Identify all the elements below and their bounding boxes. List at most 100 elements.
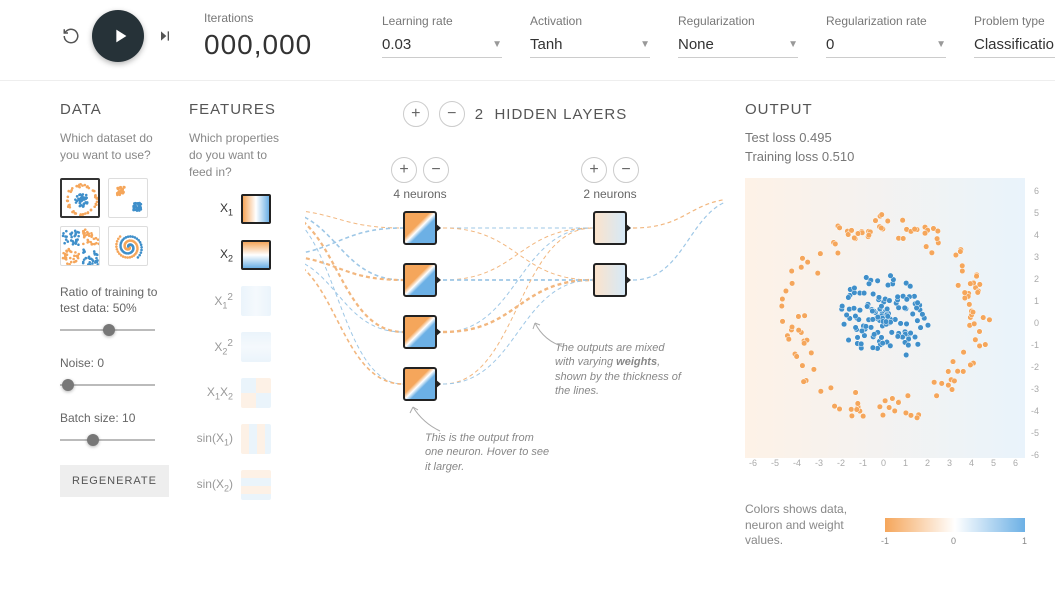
neuron[interactable]	[593, 211, 627, 245]
step-icon[interactable]	[154, 25, 176, 47]
feature-label: sin(X2)	[189, 477, 233, 493]
iterations-field: Iterations 000,000	[204, 11, 354, 61]
feature-thumb[interactable]	[241, 240, 271, 270]
batch-label: Batch size:	[60, 411, 122, 425]
x-tick: 4	[969, 458, 974, 468]
ratio-slider-block: Ratio of training to test data: 50%	[60, 284, 169, 338]
dataset-xor[interactable]	[60, 226, 100, 266]
data-subtext: Which dataset do you want to use?	[60, 130, 169, 164]
dataset-circle[interactable]	[60, 178, 100, 218]
remove-neuron-button[interactable]: −	[423, 157, 449, 183]
x-tick: 5	[991, 458, 996, 468]
problem-dropdown[interactable]: Classification▼	[974, 32, 1055, 58]
feature-thumb[interactable]	[241, 332, 271, 362]
reg-rate-value: 0	[826, 36, 834, 53]
reset-icon[interactable]	[60, 25, 82, 47]
feature-thumb[interactable]	[241, 470, 271, 500]
problem-label: Problem type	[974, 14, 1055, 28]
x-tick: 2	[925, 458, 930, 468]
learning-rate-field: Learning rate 0.03▼	[382, 14, 502, 58]
chevron-down-icon: ▼	[788, 39, 798, 50]
neuron[interactable]	[403, 367, 437, 401]
problem-value: Classification	[974, 36, 1055, 53]
neuron[interactable]	[403, 211, 437, 245]
learning-rate-dropdown[interactable]: 0.03▼	[382, 32, 502, 58]
feature-thumb[interactable]	[241, 286, 271, 316]
feature-x2sq[interactable]: X22	[189, 332, 285, 362]
y-tick: -4	[1031, 406, 1039, 416]
legend-tick: -1	[881, 536, 889, 546]
train-loss-label: Training loss	[745, 149, 818, 164]
features-subtext: Which properties do you want to feed in?	[189, 130, 285, 180]
add-neuron-button[interactable]: +	[581, 157, 607, 183]
batch-value: 10	[122, 411, 135, 425]
x-tick: 6	[1013, 458, 1018, 468]
feature-label: X22	[189, 338, 233, 356]
neuron[interactable]	[403, 315, 437, 349]
dataset-gauss[interactable]	[108, 178, 148, 218]
weights-annotation-bold: weights	[616, 356, 657, 368]
y-tick: -2	[1031, 362, 1039, 372]
y-tick: 5	[1034, 208, 1039, 218]
output-plot[interactable]: -6-5-4-3-2-10123456	[745, 178, 1025, 458]
learning-rate-value: 0.03	[382, 36, 411, 53]
legend-tick: 0	[951, 536, 956, 546]
y-tick: 4	[1034, 230, 1039, 240]
layers-header: + − 2 HIDDEN LAYERS	[305, 101, 725, 127]
iterations-label: Iterations	[204, 11, 354, 25]
neuron-count: 4 neurons	[393, 187, 446, 201]
neuron[interactable]	[593, 263, 627, 297]
y-tick: -5	[1031, 428, 1039, 438]
hidden-layer-0: +− 4 neurons	[391, 157, 449, 419]
x-tick: -2	[837, 458, 845, 468]
legend-text: Colors shows data, neuron and weight val…	[745, 502, 865, 549]
reg-rate-dropdown[interactable]: 0▼	[826, 32, 946, 58]
chevron-down-icon: ▼	[936, 39, 946, 50]
features-panel: FEATURES Which properties do you want to…	[189, 101, 285, 549]
activation-label: Activation	[530, 14, 650, 28]
feature-thumb[interactable]	[241, 424, 271, 454]
features-title: FEATURES	[189, 101, 285, 118]
x-tick: -5	[771, 458, 779, 468]
feature-thumb[interactable]	[241, 378, 271, 408]
remove-layer-button[interactable]: −	[439, 101, 465, 127]
hidden-layers-label: HIDDEN LAYERS	[494, 106, 627, 123]
feature-label: sin(X1)	[189, 431, 233, 447]
chevron-down-icon: ▼	[640, 39, 650, 50]
legend-tick: 1	[1022, 536, 1027, 546]
feature-sinx1[interactable]: sin(X1)	[189, 424, 285, 454]
main-area: DATA Which dataset do you want to use? R…	[0, 81, 1055, 569]
y-tick: 1	[1034, 296, 1039, 306]
neuron[interactable]	[403, 263, 437, 297]
output-panel: OUTPUT Test loss 0.495 Training loss 0.5…	[745, 101, 1025, 549]
activation-dropdown[interactable]: Tanh▼	[530, 32, 650, 58]
output-title: OUTPUT	[745, 101, 1025, 118]
feature-x1sq[interactable]: X12	[189, 286, 285, 316]
feature-x1[interactable]: X1	[189, 194, 285, 224]
ratio-slider[interactable]	[60, 323, 155, 337]
add-layer-button[interactable]: +	[403, 101, 429, 127]
dataset-spiral[interactable]	[108, 226, 148, 266]
train-loss-value: 0.510	[822, 149, 855, 164]
feature-x2[interactable]: X2	[189, 240, 285, 270]
feature-x1x2[interactable]: X1X2	[189, 378, 285, 408]
remove-neuron-button[interactable]: −	[613, 157, 639, 183]
x-tick: 1	[903, 458, 908, 468]
feature-sinx2[interactable]: sin(X2)	[189, 470, 285, 500]
x-tick: 0	[881, 458, 886, 468]
regularization-value: None	[678, 36, 714, 53]
batch-slider[interactable]	[60, 433, 155, 447]
regularization-dropdown[interactable]: None ▼	[678, 32, 798, 58]
y-tick: 2	[1034, 274, 1039, 284]
feature-label: X2	[189, 247, 233, 263]
y-tick: 3	[1034, 252, 1039, 262]
problem-field: Problem type Classification▼	[974, 14, 1055, 58]
x-tick: -6	[749, 458, 757, 468]
legend: Colors shows data, neuron and weight val…	[745, 502, 1025, 549]
add-neuron-button[interactable]: +	[391, 157, 417, 183]
noise-slider[interactable]	[60, 378, 155, 392]
feature-thumb[interactable]	[241, 194, 271, 224]
regenerate-button[interactable]: REGENERATE	[60, 465, 169, 497]
play-button[interactable]	[92, 10, 144, 62]
x-tick: -3	[815, 458, 823, 468]
